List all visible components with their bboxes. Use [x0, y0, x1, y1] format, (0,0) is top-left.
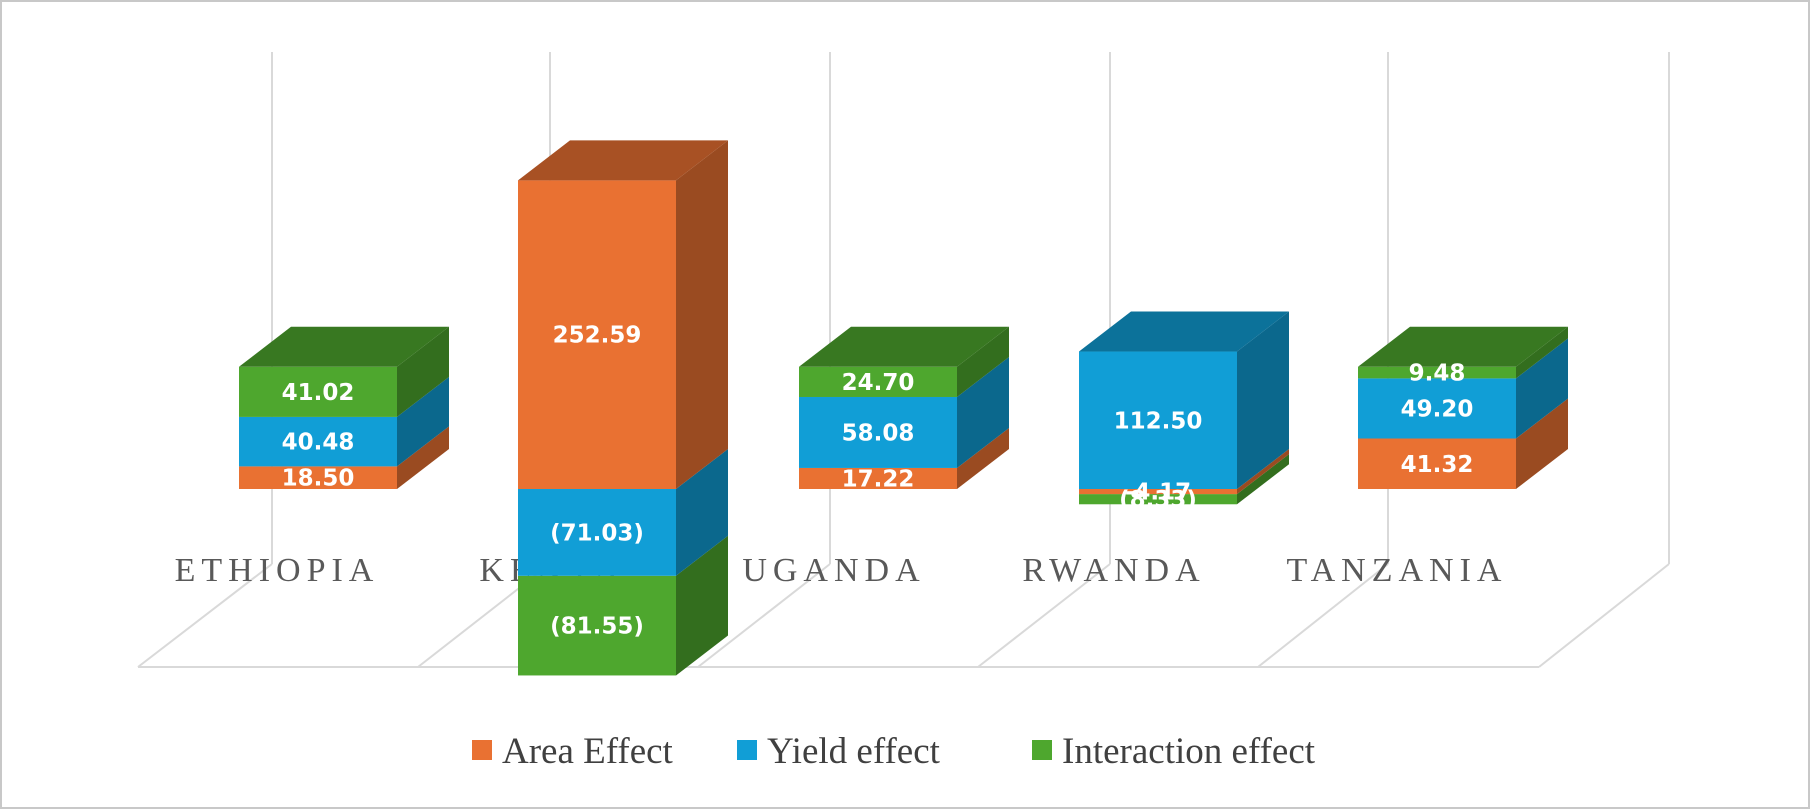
kenya-area-effect-value-label: 252.59 [553, 323, 642, 349]
ethiopia-area-effect-value-label: 18.50 [282, 466, 355, 492]
uganda-interaction-effect-value-label: 24.70 [842, 370, 915, 396]
rwanda-interaction-effect-side [1237, 454, 1289, 505]
rwanda-interaction-effect-bar [1079, 494, 1237, 505]
ethiopia-yield-effect-value-label: 40.48 [282, 430, 355, 456]
floor-gridline [1257, 563, 1389, 668]
kenya-area-effect-top [518, 140, 728, 181]
uganda-yield-effect-value-label: 58.08 [842, 420, 915, 446]
uganda-yield-effect-side [957, 356, 1009, 468]
chart-legend: Area Effect Yield effect Interaction effec… [472, 731, 1316, 772]
tanzania-area-effect-side [1516, 398, 1568, 489]
ethiopia-yield-effect-bar [239, 416, 397, 467]
kenya-yield-effect-side [676, 449, 728, 576]
legend-label-interaction-effect: Interaction effect [1062, 731, 1316, 772]
ethiopia-interaction-effect-top [239, 326, 449, 367]
tanzania-interaction-effect-top [1358, 326, 1568, 367]
category-label-tanzania: TANZANIA [1287, 552, 1508, 589]
tanzania-area-effect-bar [1358, 438, 1516, 489]
uganda-area-effect-value-label: 17.22 [842, 466, 915, 492]
floor-gridline [977, 563, 1111, 668]
uganda-interaction-effect-side [957, 326, 1009, 397]
tanzania-interaction-effect-bar [1358, 366, 1516, 379]
tanzania-yield-effect-value-label: 49.20 [1401, 396, 1474, 422]
legend-swatch-interaction-effect [1032, 740, 1052, 760]
chart-labels: 18.50 40.48 41.02 (81.55) (71.03) 252.59 17.22… [282, 323, 1474, 640]
tanzania-yield-effect-side [1516, 338, 1568, 439]
uganda-area-effect-bar [799, 467, 957, 489]
uganda-area-effect-side [957, 427, 1009, 489]
rwanda-yield-effect-value-label: 112.50 [1114, 408, 1203, 434]
legend-swatch-yield-effect [737, 740, 757, 760]
rwanda-area-effect-side [1237, 449, 1289, 495]
rwanda-area-effect-value-label: -4.17 [1125, 480, 1191, 506]
kenya-yield-effect-bar [518, 489, 676, 576]
uganda-yield-effect-bar [799, 396, 957, 468]
tanzania-interaction-effect-side [1516, 326, 1568, 379]
floor-gridline [1538, 563, 1670, 668]
category-label-rwanda: RWANDA [1022, 552, 1205, 589]
tanzania-yield-effect-bar [1358, 378, 1516, 439]
kenya-area-effect-side [676, 140, 728, 489]
rwanda-interaction-effect-value-label: (8.33) [1119, 487, 1197, 513]
ethiopia-area-effect-bar [239, 466, 397, 489]
legend-swatch-area-effect [472, 740, 492, 760]
legend-label-yield-effect: Yield effect [767, 731, 941, 772]
legend-label-area-effect: Area Effect [502, 731, 674, 772]
ethiopia-interaction-effect-value-label: 41.02 [282, 380, 355, 406]
kenya-interaction-effect-side [676, 535, 728, 676]
uganda-interaction-effect-top [799, 326, 1009, 367]
floor-gridline [137, 563, 273, 668]
ethiopia-area-effect-side [397, 426, 449, 489]
floor-gridline [697, 563, 831, 668]
tanzania-area-effect-value-label: 41.32 [1401, 452, 1474, 478]
rwanda-yield-effect-side [1237, 311, 1289, 489]
kenya-area-effect-bar [518, 180, 676, 489]
chart-bars [239, 140, 1568, 676]
ethiopia-interaction-effect-side [397, 326, 449, 417]
kenya-interaction-effect-bar [518, 575, 676, 676]
ethiopia-interaction-effect-bar [239, 366, 397, 417]
ethiopia-yield-effect-side [397, 376, 449, 467]
kenya-yield-effect-value-label: (71.03) [550, 520, 644, 546]
category-label-uganda: UGANDA [742, 552, 925, 589]
rwanda-yield-effect-bar [1079, 351, 1237, 489]
rwanda-yield-effect-top [1079, 311, 1289, 352]
tanzania-interaction-effect-value-label: 9.48 [1409, 361, 1466, 387]
category-label-ethiopia: ETHIOPIA [175, 552, 380, 589]
kenya-interaction-effect-value-label: (81.55) [550, 614, 644, 640]
rwanda-area-effect-bar [1079, 489, 1237, 495]
uganda-interaction-effect-bar [799, 366, 957, 397]
